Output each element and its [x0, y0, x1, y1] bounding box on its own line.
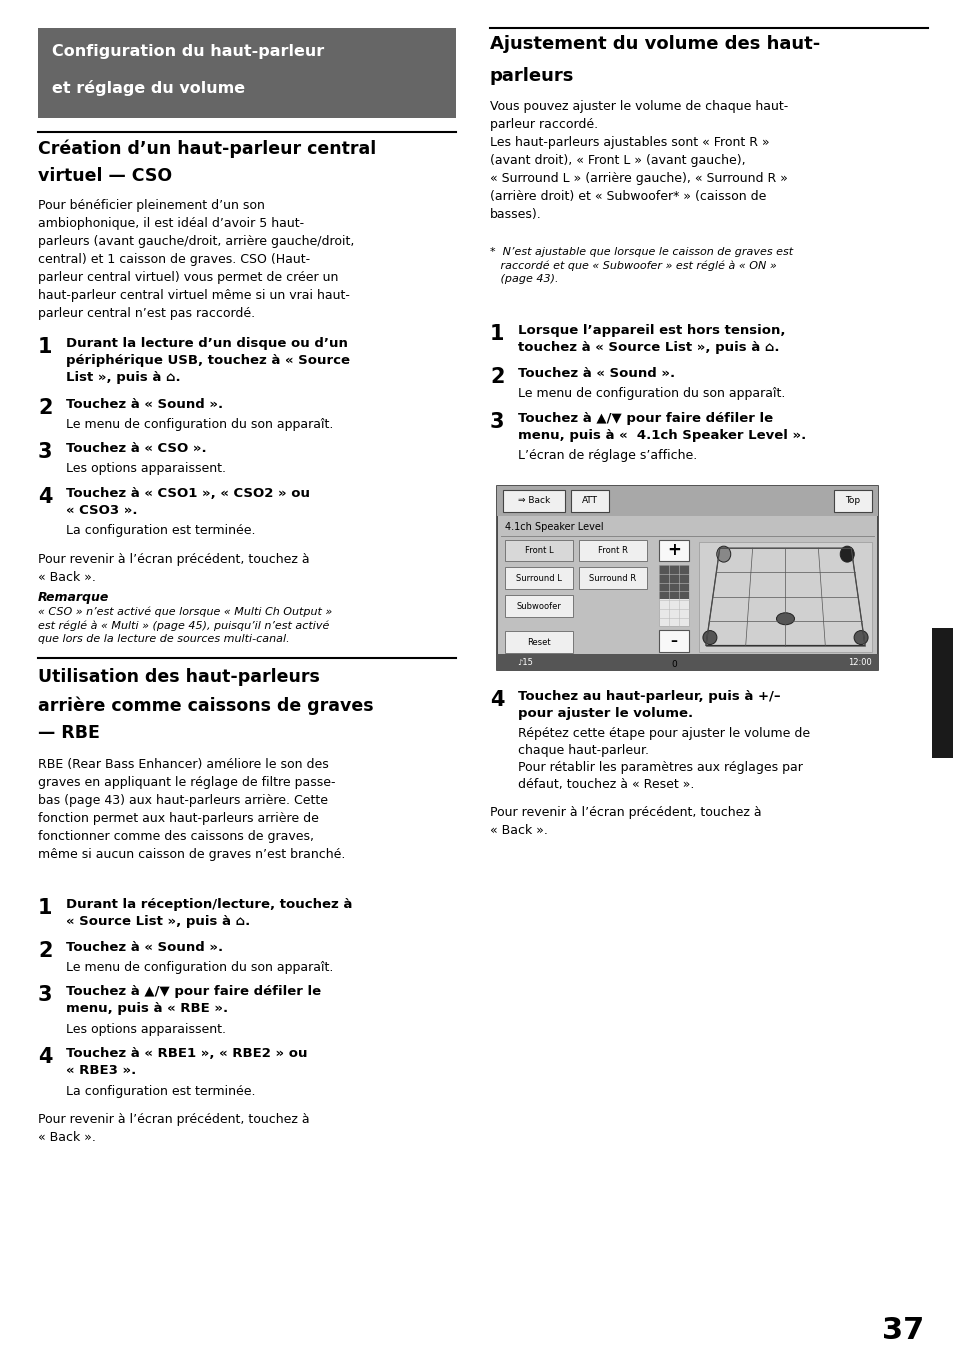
Text: Touchez à ▲/▼ pour faire défiler le
menu, puis à « RBE ».: Touchez à ▲/▼ pour faire défiler le menu…: [66, 986, 321, 1015]
Text: Configuration du haut-parleur: Configuration du haut-parleur: [52, 43, 324, 59]
Ellipse shape: [840, 546, 853, 562]
Text: Front L: Front L: [524, 546, 553, 554]
Text: Subwoofer: Subwoofer: [516, 602, 561, 611]
Text: virtuel — CSO: virtuel — CSO: [38, 168, 172, 185]
Text: Touchez à « RBE1 », « RBE2 » ou
« RBE3 ».: Touchez à « RBE1 », « RBE2 » ou « RBE3 »…: [66, 1048, 307, 1078]
Text: et réglage du volume: et réglage du volume: [52, 80, 245, 96]
Text: 3: 3: [490, 411, 504, 431]
Ellipse shape: [776, 612, 794, 625]
FancyBboxPatch shape: [699, 542, 871, 652]
Text: 1: 1: [38, 898, 52, 918]
Text: 3: 3: [38, 986, 52, 1006]
FancyBboxPatch shape: [504, 595, 573, 618]
Text: Touchez à « CSO ».: Touchez à « CSO ».: [66, 442, 207, 456]
FancyBboxPatch shape: [497, 485, 877, 671]
Text: Reset: Reset: [527, 638, 550, 646]
Text: Touchez à « Sound ».: Touchez à « Sound ».: [517, 368, 675, 380]
Text: 2: 2: [490, 368, 504, 387]
Text: — RBE: — RBE: [38, 725, 100, 742]
FancyBboxPatch shape: [502, 489, 564, 511]
Text: Pour bénéficier pleinement d’un son
ambiophonique, il est idéal d’avoir 5 haut-
: Pour bénéficier pleinement d’un son ambi…: [38, 199, 354, 320]
Text: La configuration est terminée.: La configuration est terminée.: [66, 525, 255, 537]
Text: 2: 2: [38, 397, 52, 418]
Text: Touchez à « Sound ».: Touchez à « Sound ».: [66, 941, 223, 955]
Text: 37: 37: [881, 1315, 923, 1345]
Text: « CSO » n’est activé que lorsque « Multi Ch Output »
est réglé à « Multi » (page: « CSO » n’est activé que lorsque « Multi…: [38, 607, 332, 644]
Text: Le menu de configuration du son apparaît.: Le menu de configuration du son apparaît…: [66, 418, 333, 430]
Text: Top: Top: [844, 496, 860, 506]
Ellipse shape: [853, 630, 867, 645]
Text: 4: 4: [38, 1048, 52, 1068]
Text: Les options apparaissent.: Les options apparaissent.: [66, 1022, 226, 1036]
Text: 1: 1: [38, 337, 52, 357]
Ellipse shape: [716, 546, 730, 562]
FancyBboxPatch shape: [659, 565, 688, 599]
Text: Le menu de configuration du son apparaît.: Le menu de configuration du son apparaît…: [66, 961, 333, 973]
Text: 3: 3: [38, 442, 52, 462]
FancyBboxPatch shape: [504, 539, 573, 561]
FancyBboxPatch shape: [504, 631, 573, 653]
Text: Touchez à ▲/▼ pour faire défiler le
menu, puis à «  4.1ch Speaker Level ».: Touchez à ▲/▼ pour faire défiler le menu…: [517, 411, 805, 442]
FancyBboxPatch shape: [659, 565, 688, 626]
Text: Surround R: Surround R: [589, 573, 636, 583]
Text: 12:00: 12:00: [847, 657, 871, 667]
FancyBboxPatch shape: [931, 627, 953, 757]
Text: Pour revenir à l’écran précédent, touchez à
« Back ».: Pour revenir à l’écran précédent, touche…: [38, 1114, 310, 1144]
Text: Durant la lecture d’un disque ou d’un
périphérique USB, touchez à « Source
List : Durant la lecture d’un disque ou d’un pé…: [66, 337, 350, 384]
FancyBboxPatch shape: [497, 485, 877, 515]
Text: Création d’un haut-parleur central: Création d’un haut-parleur central: [38, 139, 375, 158]
Text: parleurs: parleurs: [490, 66, 574, 85]
Text: L’écran de réglage s’affiche.: L’écran de réglage s’affiche.: [517, 449, 697, 462]
Text: –: –: [670, 634, 677, 648]
Text: arrière comme caissons de graves: arrière comme caissons de graves: [38, 696, 374, 715]
Text: ATT: ATT: [581, 496, 598, 506]
Text: RBE (Rear Bass Enhancer) améliore le son des
graves en appliquant le réglage de : RBE (Rear Bass Enhancer) améliore le son…: [38, 758, 345, 861]
Text: Front R: Front R: [598, 546, 627, 554]
Text: Vous pouvez ajuster le volume de chaque haut-
parleur raccordé.
Les haut-parleur: Vous pouvez ajuster le volume de chaque …: [490, 100, 787, 220]
Text: 4: 4: [38, 487, 52, 507]
Text: +: +: [666, 542, 680, 560]
Text: Pour revenir à l’écran précédent, touchez à
« Back ».: Pour revenir à l’écran précédent, touche…: [490, 806, 760, 837]
FancyBboxPatch shape: [659, 539, 688, 561]
Text: La configuration est terminée.: La configuration est terminée.: [66, 1084, 255, 1098]
Ellipse shape: [702, 630, 716, 645]
FancyBboxPatch shape: [38, 28, 456, 118]
FancyBboxPatch shape: [497, 654, 877, 671]
Text: Touchez à « Sound ».: Touchez à « Sound ».: [66, 397, 223, 411]
FancyBboxPatch shape: [571, 489, 608, 511]
Text: *  N’est ajustable que lorsque le caisson de graves est
   raccordé et que « Sub: * N’est ajustable que lorsque le caisson…: [490, 247, 792, 284]
Text: 0: 0: [670, 660, 677, 669]
FancyBboxPatch shape: [659, 630, 688, 652]
Text: 4.1ch Speaker Level: 4.1ch Speaker Level: [504, 522, 603, 531]
Text: ♪15: ♪15: [517, 657, 533, 667]
Text: 2: 2: [38, 941, 52, 961]
Text: Utilisation des haut-parleurs: Utilisation des haut-parleurs: [38, 668, 319, 687]
Text: Ajustement du volume des haut-: Ajustement du volume des haut-: [490, 35, 820, 53]
Text: ⇒ Back: ⇒ Back: [517, 496, 550, 506]
Text: Le menu de configuration du son apparaît.: Le menu de configuration du son apparaît…: [517, 387, 784, 400]
Text: Remarque: Remarque: [38, 591, 110, 603]
Text: Durant la réception/lecture, touchez à
« Source List », puis à ⌂.: Durant la réception/lecture, touchez à «…: [66, 898, 352, 927]
Text: Lorsque l’appareil est hors tension,
touchez à « Source List », puis à ⌂.: Lorsque l’appareil est hors tension, tou…: [517, 324, 784, 354]
FancyBboxPatch shape: [504, 568, 573, 589]
FancyBboxPatch shape: [833, 489, 871, 511]
Text: 1: 1: [490, 324, 504, 343]
Text: Surround L: Surround L: [516, 573, 561, 583]
Text: Pour revenir à l’écran précédent, touchez à
« Back ».: Pour revenir à l’écran précédent, touche…: [38, 553, 310, 584]
Text: Répétez cette étape pour ajuster le volume de
chaque haut-parleur.
Pour rétablir: Répétez cette étape pour ajuster le volu…: [517, 727, 809, 791]
Text: Touchez à « CSO1 », « CSO2 » ou
« CSO3 ».: Touchez à « CSO1 », « CSO2 » ou « CSO3 »…: [66, 487, 310, 516]
Text: Touchez au haut-parleur, puis à +/–
pour ajuster le volume.: Touchez au haut-parleur, puis à +/– pour…: [517, 690, 780, 721]
FancyBboxPatch shape: [578, 539, 646, 561]
FancyBboxPatch shape: [578, 568, 646, 589]
Text: Les options apparaissent.: Les options apparaissent.: [66, 462, 226, 475]
Text: 4: 4: [490, 690, 504, 710]
